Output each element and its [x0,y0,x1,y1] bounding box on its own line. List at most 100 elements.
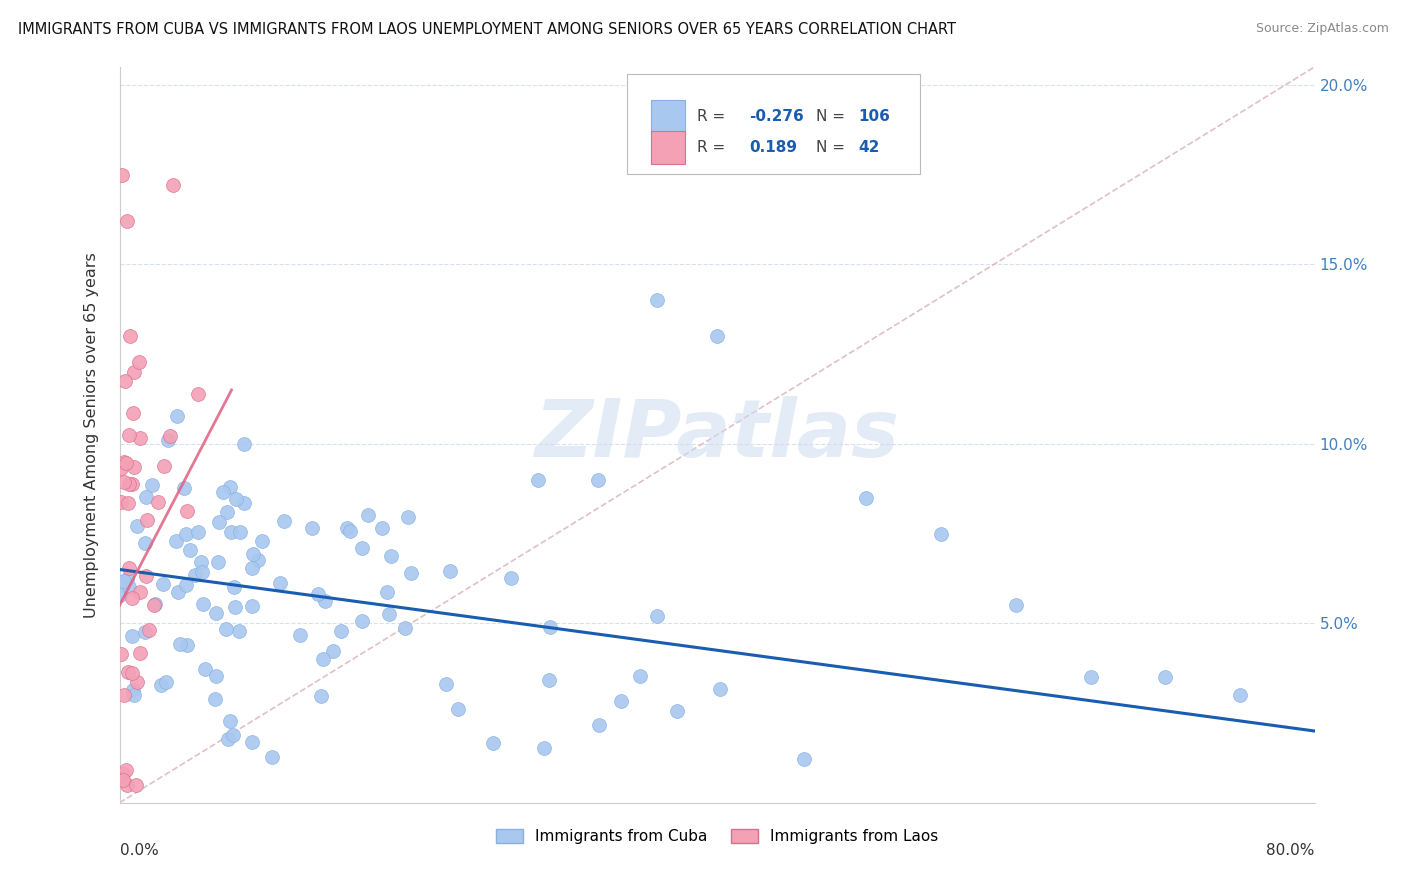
Point [159,429,181,443]
Point [538,620,561,634]
Point [628,668,651,682]
Point [149,678,172,692]
Point [336,521,359,535]
Point [136,513,159,527]
Point [174,527,197,541]
Text: N =: N = [817,140,851,155]
Point [110,461,132,475]
Point [112,574,135,588]
Point [398,509,420,524]
Point [122,688,145,702]
Point [118,428,141,442]
Point [121,629,143,643]
Point [173,481,195,495]
Point [134,625,156,640]
Point [1229,688,1251,702]
Point [115,778,138,792]
Point [135,569,157,583]
Text: 106: 106 [858,109,890,123]
Point [401,566,423,580]
Point [194,662,217,676]
Point [219,524,242,539]
Point [499,571,522,585]
Point [169,637,191,651]
Point [118,561,141,575]
Point [121,666,143,681]
Point [233,436,256,450]
Point [215,622,238,636]
Point [128,585,150,599]
Point [273,515,295,529]
Text: IMMIGRANTS FROM CUBA VS IMMIGRANTS FROM LAOS UNEMPLOYMENT AMONG SENIORS OVER 65 : IMMIGRANTS FROM CUBA VS IMMIGRANTS FROM … [18,22,956,37]
Point [115,572,138,586]
Point [380,549,402,563]
Point [108,588,131,602]
Point [165,534,187,549]
Point [307,587,329,601]
Point [114,688,136,702]
Point [190,555,212,569]
Text: N =: N = [817,109,851,123]
Point [156,433,179,447]
Point [121,591,143,606]
Point [330,624,353,638]
Point [114,374,136,388]
Point [588,718,610,732]
Point [122,683,145,698]
Point [114,764,136,778]
Point [155,675,177,690]
Point [225,492,247,507]
Point [204,606,226,620]
Point [269,575,291,590]
Point [115,214,138,228]
Point [152,577,174,591]
Point [371,521,394,535]
Point [111,773,134,788]
Text: -0.276: -0.276 [749,109,804,123]
Point [232,496,254,510]
Point [322,644,344,658]
Point [135,490,157,504]
Point [138,623,160,637]
Bar [651,131,685,164]
Point [112,475,135,489]
Point [240,599,263,613]
Point [217,505,239,519]
Text: Source: ZipAtlas.com: Source: ZipAtlas.com [1256,22,1389,36]
Point [122,406,145,420]
Point [217,731,239,746]
Point [352,614,374,628]
Point [533,740,555,755]
Point [224,580,246,594]
Point [117,665,139,679]
Point [647,293,669,308]
Point [240,735,263,749]
Point [339,524,361,538]
Point [115,456,138,470]
Point [166,409,188,424]
Text: 0.189: 0.189 [749,140,797,155]
Point [208,516,231,530]
Text: R =: R = [697,140,730,155]
Point [134,536,156,550]
Text: 42: 42 [858,140,880,155]
Point [129,647,152,661]
Point [129,431,152,445]
Point [929,526,952,541]
Point [186,386,208,401]
Point [204,692,226,706]
Point [242,548,264,562]
Point [219,481,242,495]
Point [128,354,150,368]
Point [706,329,728,343]
Point [224,600,246,615]
Point [142,598,165,612]
Point [162,178,184,192]
Point [260,750,283,764]
Point [247,553,270,567]
Point [218,714,240,728]
Point [586,473,609,487]
Point [250,534,273,549]
Point [152,459,174,474]
Point [439,565,461,579]
